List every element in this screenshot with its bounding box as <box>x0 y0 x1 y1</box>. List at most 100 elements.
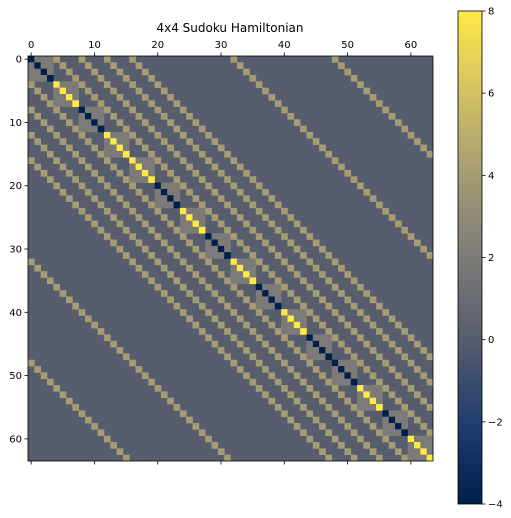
heatmap-cell <box>116 347 124 354</box>
heatmap-cell <box>344 169 352 177</box>
heatmap-cell <box>198 125 206 133</box>
heatmap-cell <box>59 290 67 297</box>
heatmap-cell <box>84 87 92 95</box>
heatmap-cell <box>338 372 345 380</box>
heatmap-cell <box>281 315 288 323</box>
colorbar-tick-label: 0 <box>488 335 494 346</box>
heatmap-cell <box>135 138 143 145</box>
heatmap-cell <box>395 423 402 430</box>
heatmap-cell <box>306 353 314 361</box>
heatmap-cell <box>407 442 415 449</box>
heatmap-cell <box>160 182 168 190</box>
heatmap-cell <box>135 163 143 171</box>
heatmap-cell <box>243 277 250 285</box>
heatmap-cell <box>243 220 250 228</box>
heatmap-cell <box>281 309 288 316</box>
heatmap-cell <box>116 68 124 76</box>
y-tick-label: 30 <box>9 245 22 256</box>
heatmap-cell <box>376 385 383 392</box>
heatmap-cell <box>217 245 225 253</box>
heatmap-cell <box>167 397 174 405</box>
heatmap-cell <box>369 423 377 430</box>
heatmap-cell <box>350 366 358 373</box>
heatmap-cell <box>224 201 231 209</box>
x-tick-label: 50 <box>341 40 354 51</box>
heatmap-cell <box>255 334 263 342</box>
heatmap-cell <box>426 353 434 361</box>
heatmap-cell <box>287 239 295 247</box>
heatmap-cell <box>186 315 193 323</box>
heatmap-cell <box>300 309 307 316</box>
heatmap-cell <box>154 258 162 266</box>
heatmap-cell <box>414 138 421 145</box>
heatmap-cell <box>179 214 187 221</box>
heatmap-cell <box>255 290 263 297</box>
colorbar-tick-label: 4 <box>488 171 494 182</box>
heatmap-cell <box>217 448 225 456</box>
heatmap-cell <box>426 435 434 443</box>
heatmap-cell <box>363 340 371 348</box>
heatmap-cell <box>376 201 383 209</box>
heatmap-cell <box>312 416 320 424</box>
heatmap-cell <box>401 429 409 437</box>
heatmap-cell <box>28 106 35 114</box>
heatmap-cell <box>186 220 193 228</box>
heatmap-cell <box>53 385 60 392</box>
heatmap-cell <box>369 93 377 101</box>
heatmap-cell <box>401 404 409 411</box>
heatmap-cell <box>84 416 92 424</box>
heatmap-cell <box>46 277 54 285</box>
heatmap-cell <box>173 252 181 259</box>
heatmap-cell <box>78 56 86 63</box>
heatmap-cell <box>205 283 212 291</box>
heatmap-cell <box>344 296 352 304</box>
heatmap-cell <box>78 119 86 126</box>
heatmap-cell <box>319 397 326 405</box>
heatmap-cell <box>116 169 124 177</box>
heatmap-cell <box>249 264 257 272</box>
heatmap-cell <box>401 416 409 424</box>
heatmap-cell <box>319 321 326 329</box>
heatmap-cell <box>344 347 352 354</box>
heatmap-cell <box>243 271 250 278</box>
heatmap-cell <box>179 410 187 418</box>
heatmap-cell <box>192 214 200 221</box>
heatmap-cell <box>363 442 371 449</box>
heatmap-cell <box>426 378 434 386</box>
heatmap-cell <box>338 62 345 70</box>
heatmap-cell <box>135 62 143 70</box>
heatmap-cell <box>116 119 124 126</box>
heatmap-cell <box>357 385 364 392</box>
heatmap-cell <box>53 283 60 291</box>
heatmap-cell <box>110 62 117 70</box>
heatmap-cell <box>192 195 200 202</box>
heatmap-cell <box>122 226 130 234</box>
heatmap-cell <box>243 264 250 272</box>
heatmap-cell <box>357 391 364 399</box>
heatmap-cell <box>211 188 219 196</box>
heatmap-cell <box>160 138 168 145</box>
heatmap-cell <box>414 416 421 424</box>
heatmap-cell <box>84 112 92 120</box>
heatmap-cell <box>167 182 174 190</box>
heatmap-cell <box>97 201 105 209</box>
heatmap-cell <box>331 334 339 342</box>
heatmap-cell <box>78 106 86 114</box>
heatmap-cell <box>274 353 282 361</box>
heatmap-cell <box>198 328 206 335</box>
heatmap-cell <box>211 264 219 272</box>
heatmap-cell <box>376 391 383 399</box>
heatmap-cell <box>122 125 130 133</box>
heatmap-cell <box>91 423 98 430</box>
heatmap-cell <box>388 214 396 221</box>
heatmap-cell <box>173 226 181 234</box>
heatmap-cell <box>135 87 143 95</box>
heatmap-cell <box>179 207 187 215</box>
heatmap-cell <box>325 347 333 354</box>
heatmap-cell <box>103 106 111 114</box>
heatmap-cell <box>141 163 149 171</box>
heatmap-cell <box>287 112 295 120</box>
heatmap-cell <box>84 119 92 126</box>
heatmap-cell <box>255 385 263 392</box>
heatmap-cell <box>59 87 67 95</box>
